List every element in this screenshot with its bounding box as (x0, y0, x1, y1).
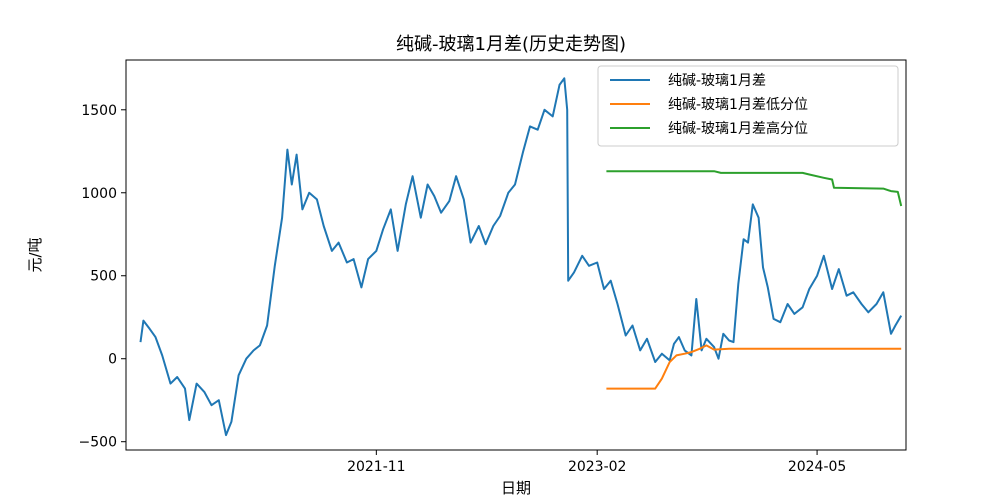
series-layer (139, 77, 903, 437)
x-axis: 2021-11 2023-02 2024-05 (347, 450, 846, 475)
x-axis-label: 日期 (501, 479, 531, 497)
y-tick-label: 0 (108, 352, 117, 368)
y-tick-label: −500 (79, 435, 117, 451)
series-line-2 (606, 344, 902, 390)
series-line-3 (606, 170, 903, 207)
y-axis-label: 元/吨 (26, 237, 44, 272)
x-tick-label: 2023-02 (568, 459, 627, 475)
legend-box (597, 65, 899, 147)
legend-label-3: 纯碱-玻璃1月差高分位 (668, 120, 808, 137)
plot-area-frame (125, 59, 907, 451)
y-axis: −500 0 500 1000 1500 (79, 103, 126, 451)
y-tick-label: 1500 (81, 103, 117, 119)
legend-label-1: 纯碱-玻璃1月差 (668, 72, 766, 89)
x-tick-label: 2021-11 (347, 459, 406, 475)
chart-title: 纯碱-玻璃1月差(历史走势图) (396, 34, 626, 55)
x-tick-label: 2024-05 (788, 459, 847, 475)
y-tick-label: 500 (90, 269, 117, 285)
series-line-1 (139, 77, 903, 437)
legend-label-2: 纯碱-玻璃1月差低分位 (668, 96, 808, 113)
y-tick-label: 1000 (81, 186, 117, 202)
